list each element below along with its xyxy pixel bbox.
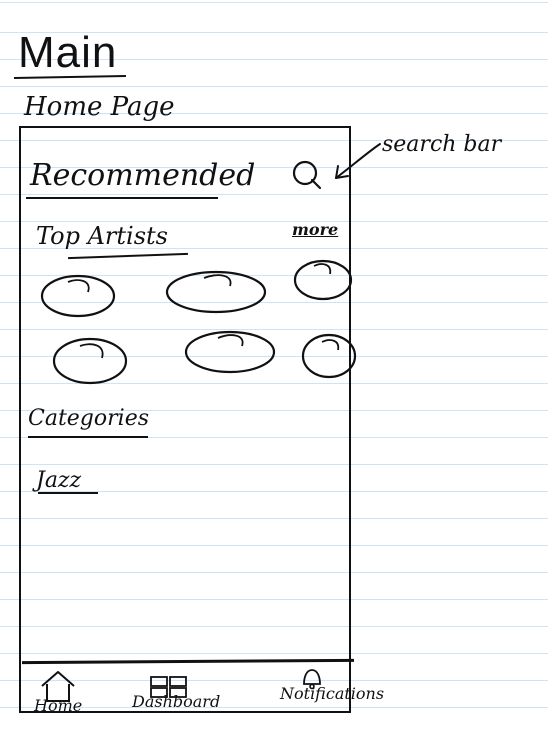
categories-underline: [28, 436, 148, 438]
artist-circle-icon[interactable]: [38, 272, 118, 320]
phone-frame: [19, 126, 351, 713]
category-item-jazz[interactable]: Jazz: [36, 468, 82, 493]
home-icon[interactable]: [38, 668, 78, 704]
page-subtitle: Home Page: [24, 92, 175, 122]
top-artists-heading: Top Artists: [36, 222, 168, 250]
artist-circle-icon[interactable]: [50, 336, 130, 386]
recommended-underline: [26, 197, 218, 199]
search-icon[interactable]: [290, 158, 326, 194]
dashboard-icon[interactable]: [148, 674, 190, 700]
artist-circle-icon[interactable]: [164, 268, 268, 316]
page-title: Main: [18, 28, 118, 77]
artist-circle-icon[interactable]: [182, 328, 278, 376]
bell-icon[interactable]: [300, 666, 324, 690]
nav-dashboard[interactable]: Dashboard: [132, 692, 221, 711]
more-link[interactable]: more: [292, 220, 339, 239]
categories-heading: Categories: [28, 406, 149, 431]
nav-notifications[interactable]: Notifications: [280, 684, 385, 703]
category-underline: [38, 492, 98, 494]
recommended-heading: Recommended: [30, 158, 256, 193]
annotation-arrow-icon: [335, 143, 381, 179]
artist-circle-icon[interactable]: [300, 332, 358, 380]
nav-home[interactable]: Home: [34, 696, 83, 715]
search-annotation: search bar: [382, 132, 502, 157]
artist-circle-icon[interactable]: [292, 258, 354, 302]
